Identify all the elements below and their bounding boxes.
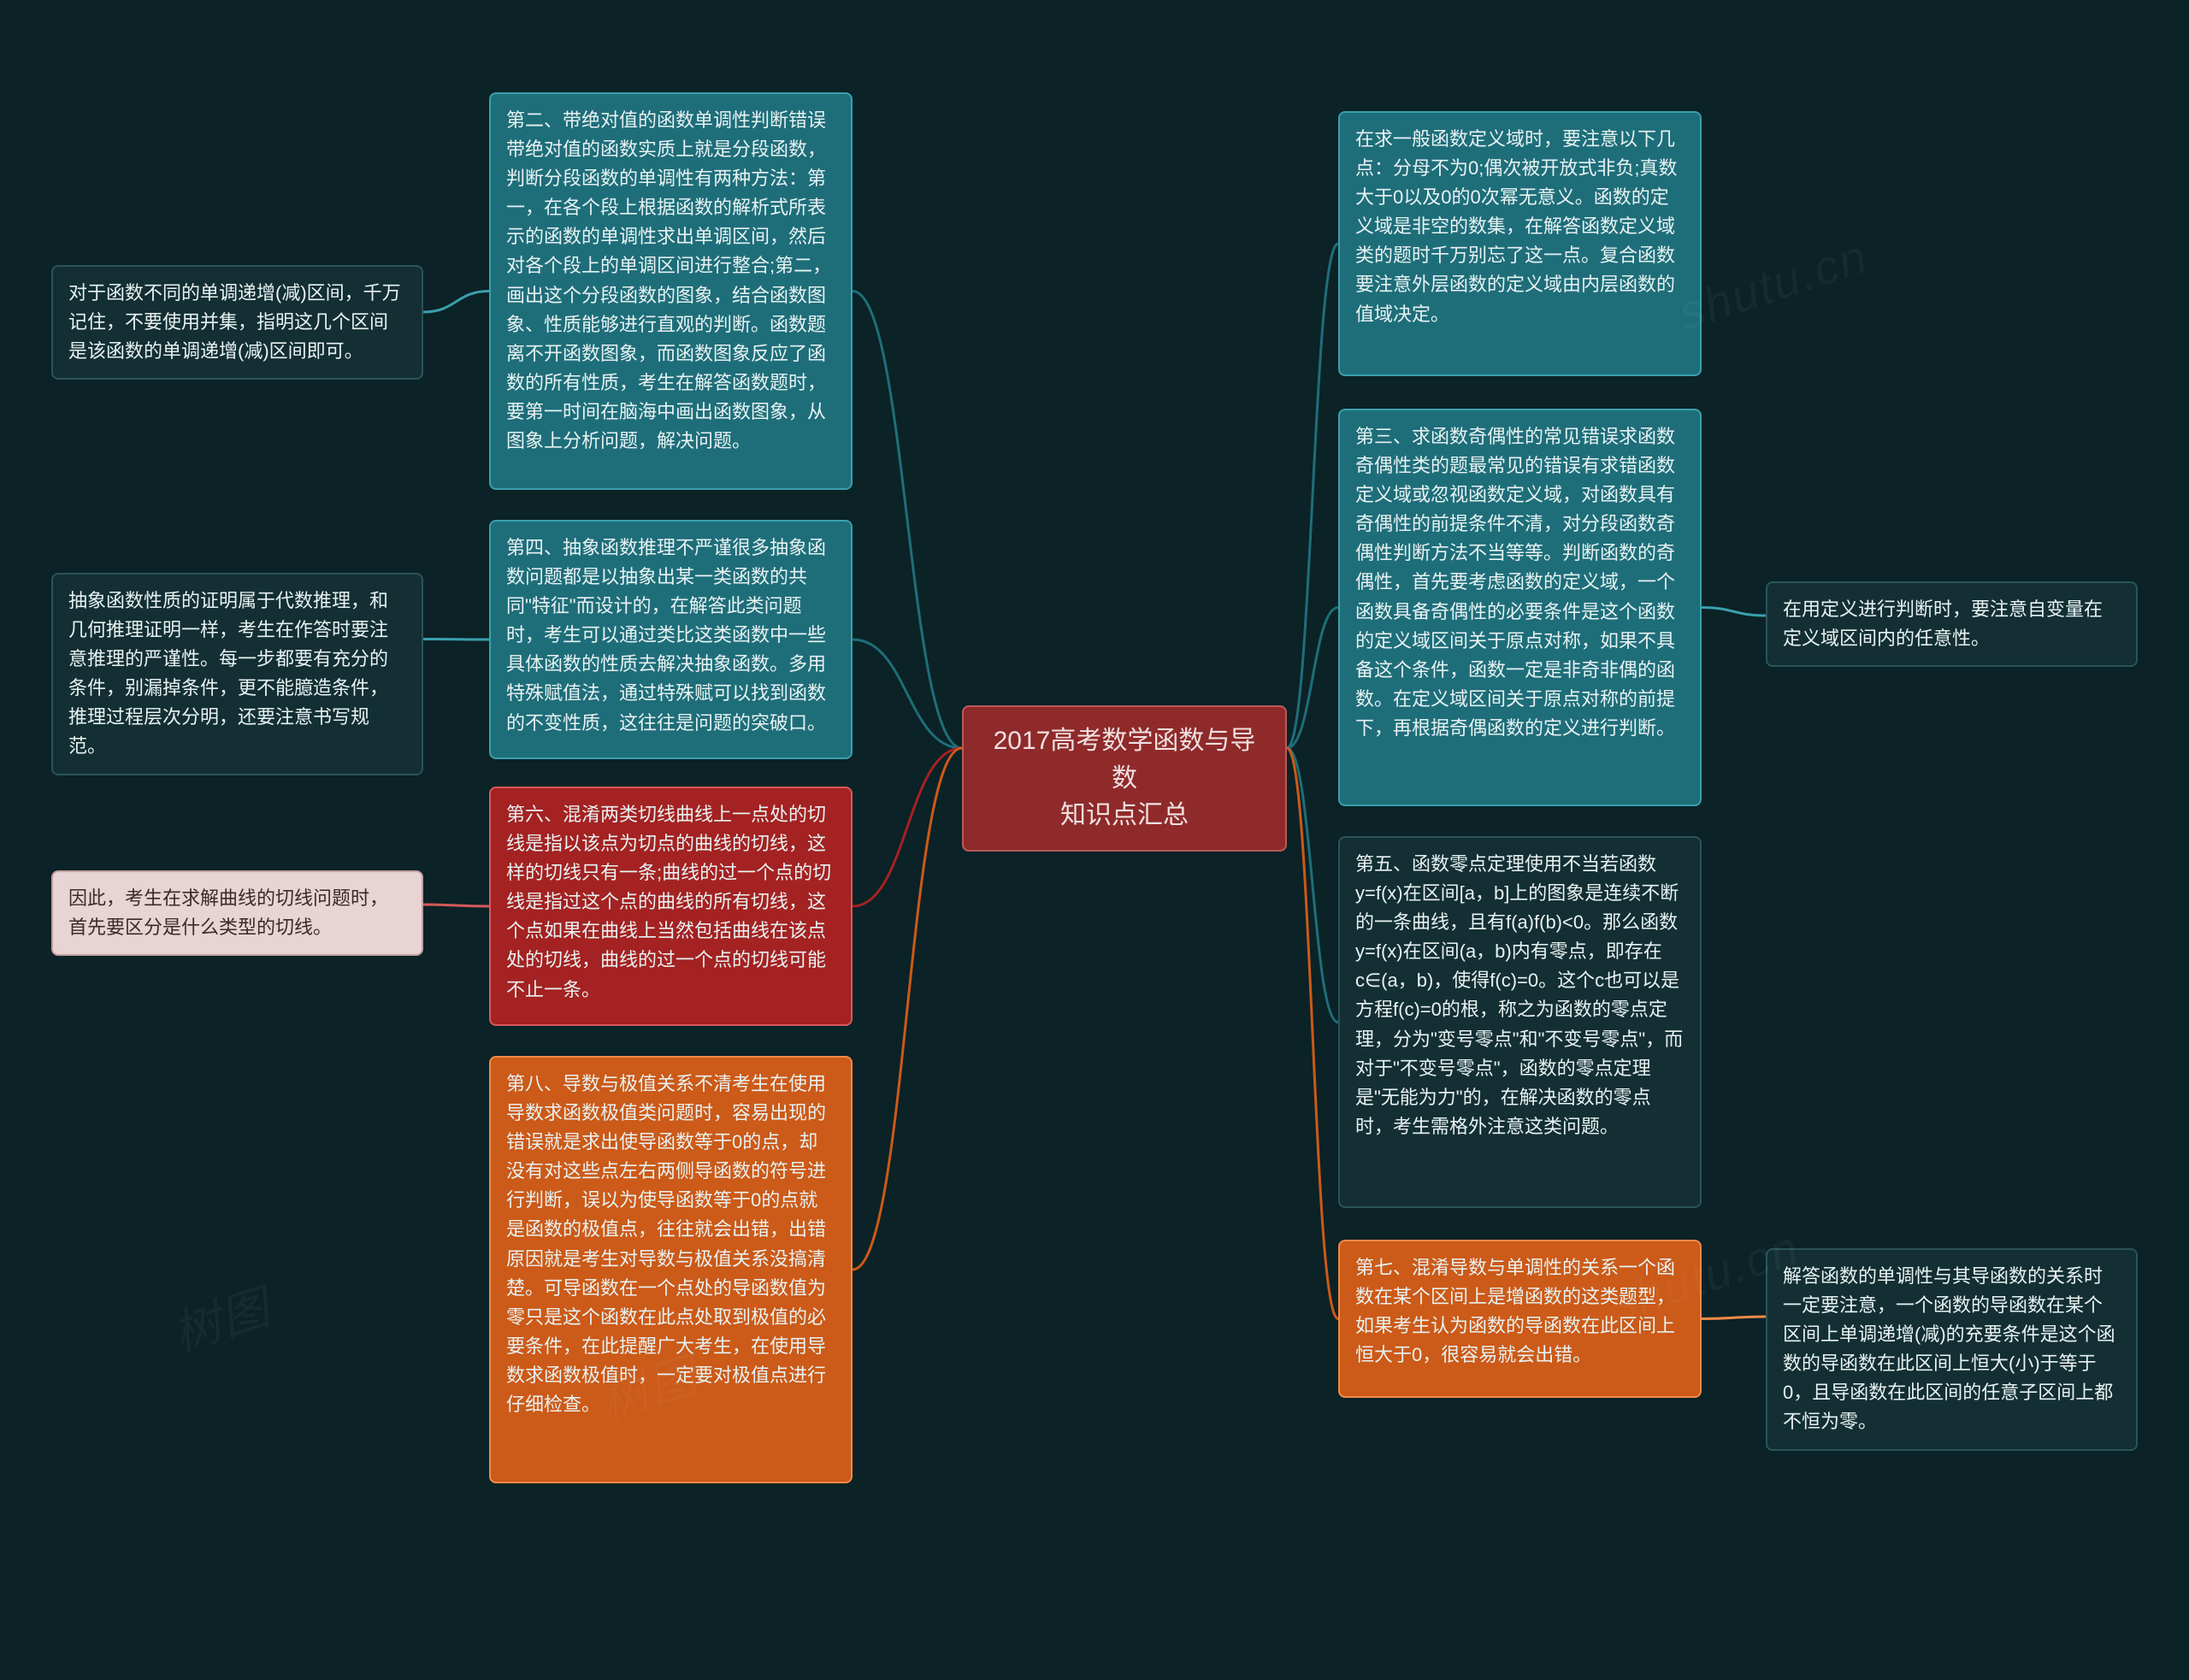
left-leaf-0: 对于函数不同的单调递增(减)区间，千万记住，不要使用并集，指明这几个区间是该函数… xyxy=(51,265,423,380)
right-node-3: 第三、求函数奇偶性的常见错误求函数奇偶性类的题最常见的错误有求错函数定义域或忽视… xyxy=(1338,409,1702,806)
left-leaf-1: 抽象函数性质的证明属于代数推理，和几何推理证明一样，考生在作答时要注意推理的严谨… xyxy=(51,573,423,775)
left-node-6: 第六、混淆两类切线曲线上一点处的切线是指以该点为切点的曲线的切线，这样的切线只有… xyxy=(489,787,853,1026)
right-leaf-1: 解答函数的单调性与其导函数的关系时一定要注意，一个函数的导函数在某个区间上单调递… xyxy=(1766,1248,2138,1451)
watermark: shutu.cn xyxy=(1673,227,1875,340)
right-node-7: 第七、混淆导数与单调性的关系一个函数在某个区间上是增函数的这类题型，如果考生认为… xyxy=(1338,1240,1702,1398)
center-node: 2017高考数学函数与导数 知识点汇总 xyxy=(962,705,1287,852)
watermark: 树图 xyxy=(162,1269,278,1365)
right-node-5: 第五、函数零点定理使用不当若函数y=f(x)在区间[a，b]上的图象是连续不断的… xyxy=(1338,836,1702,1208)
right-node-1: 在求一般函数定义域时，要注意以下几点：分母不为0;偶次被开放式非负;真数大于0以… xyxy=(1338,111,1702,376)
left-node-2: 第二、带绝对值的函数单调性判断错误带绝对值的函数实质上就是分段函数，判断分段函数… xyxy=(489,92,853,490)
left-leaf-2: 因此，考生在求解曲线的切线问题时，首先要区分是什么类型的切线。 xyxy=(51,870,423,956)
left-node-8: 第八、导数与极值关系不清考生在使用导数求函数极值类问题时，容易出现的错误就是求出… xyxy=(489,1056,853,1483)
left-node-4: 第四、抽象函数推理不严谨很多抽象函数问题都是以抽象出某一类函数的共同"特征"而设… xyxy=(489,520,853,759)
right-leaf-0: 在用定义进行判断时，要注意自变量在定义域区间内的任意性。 xyxy=(1766,581,2138,667)
